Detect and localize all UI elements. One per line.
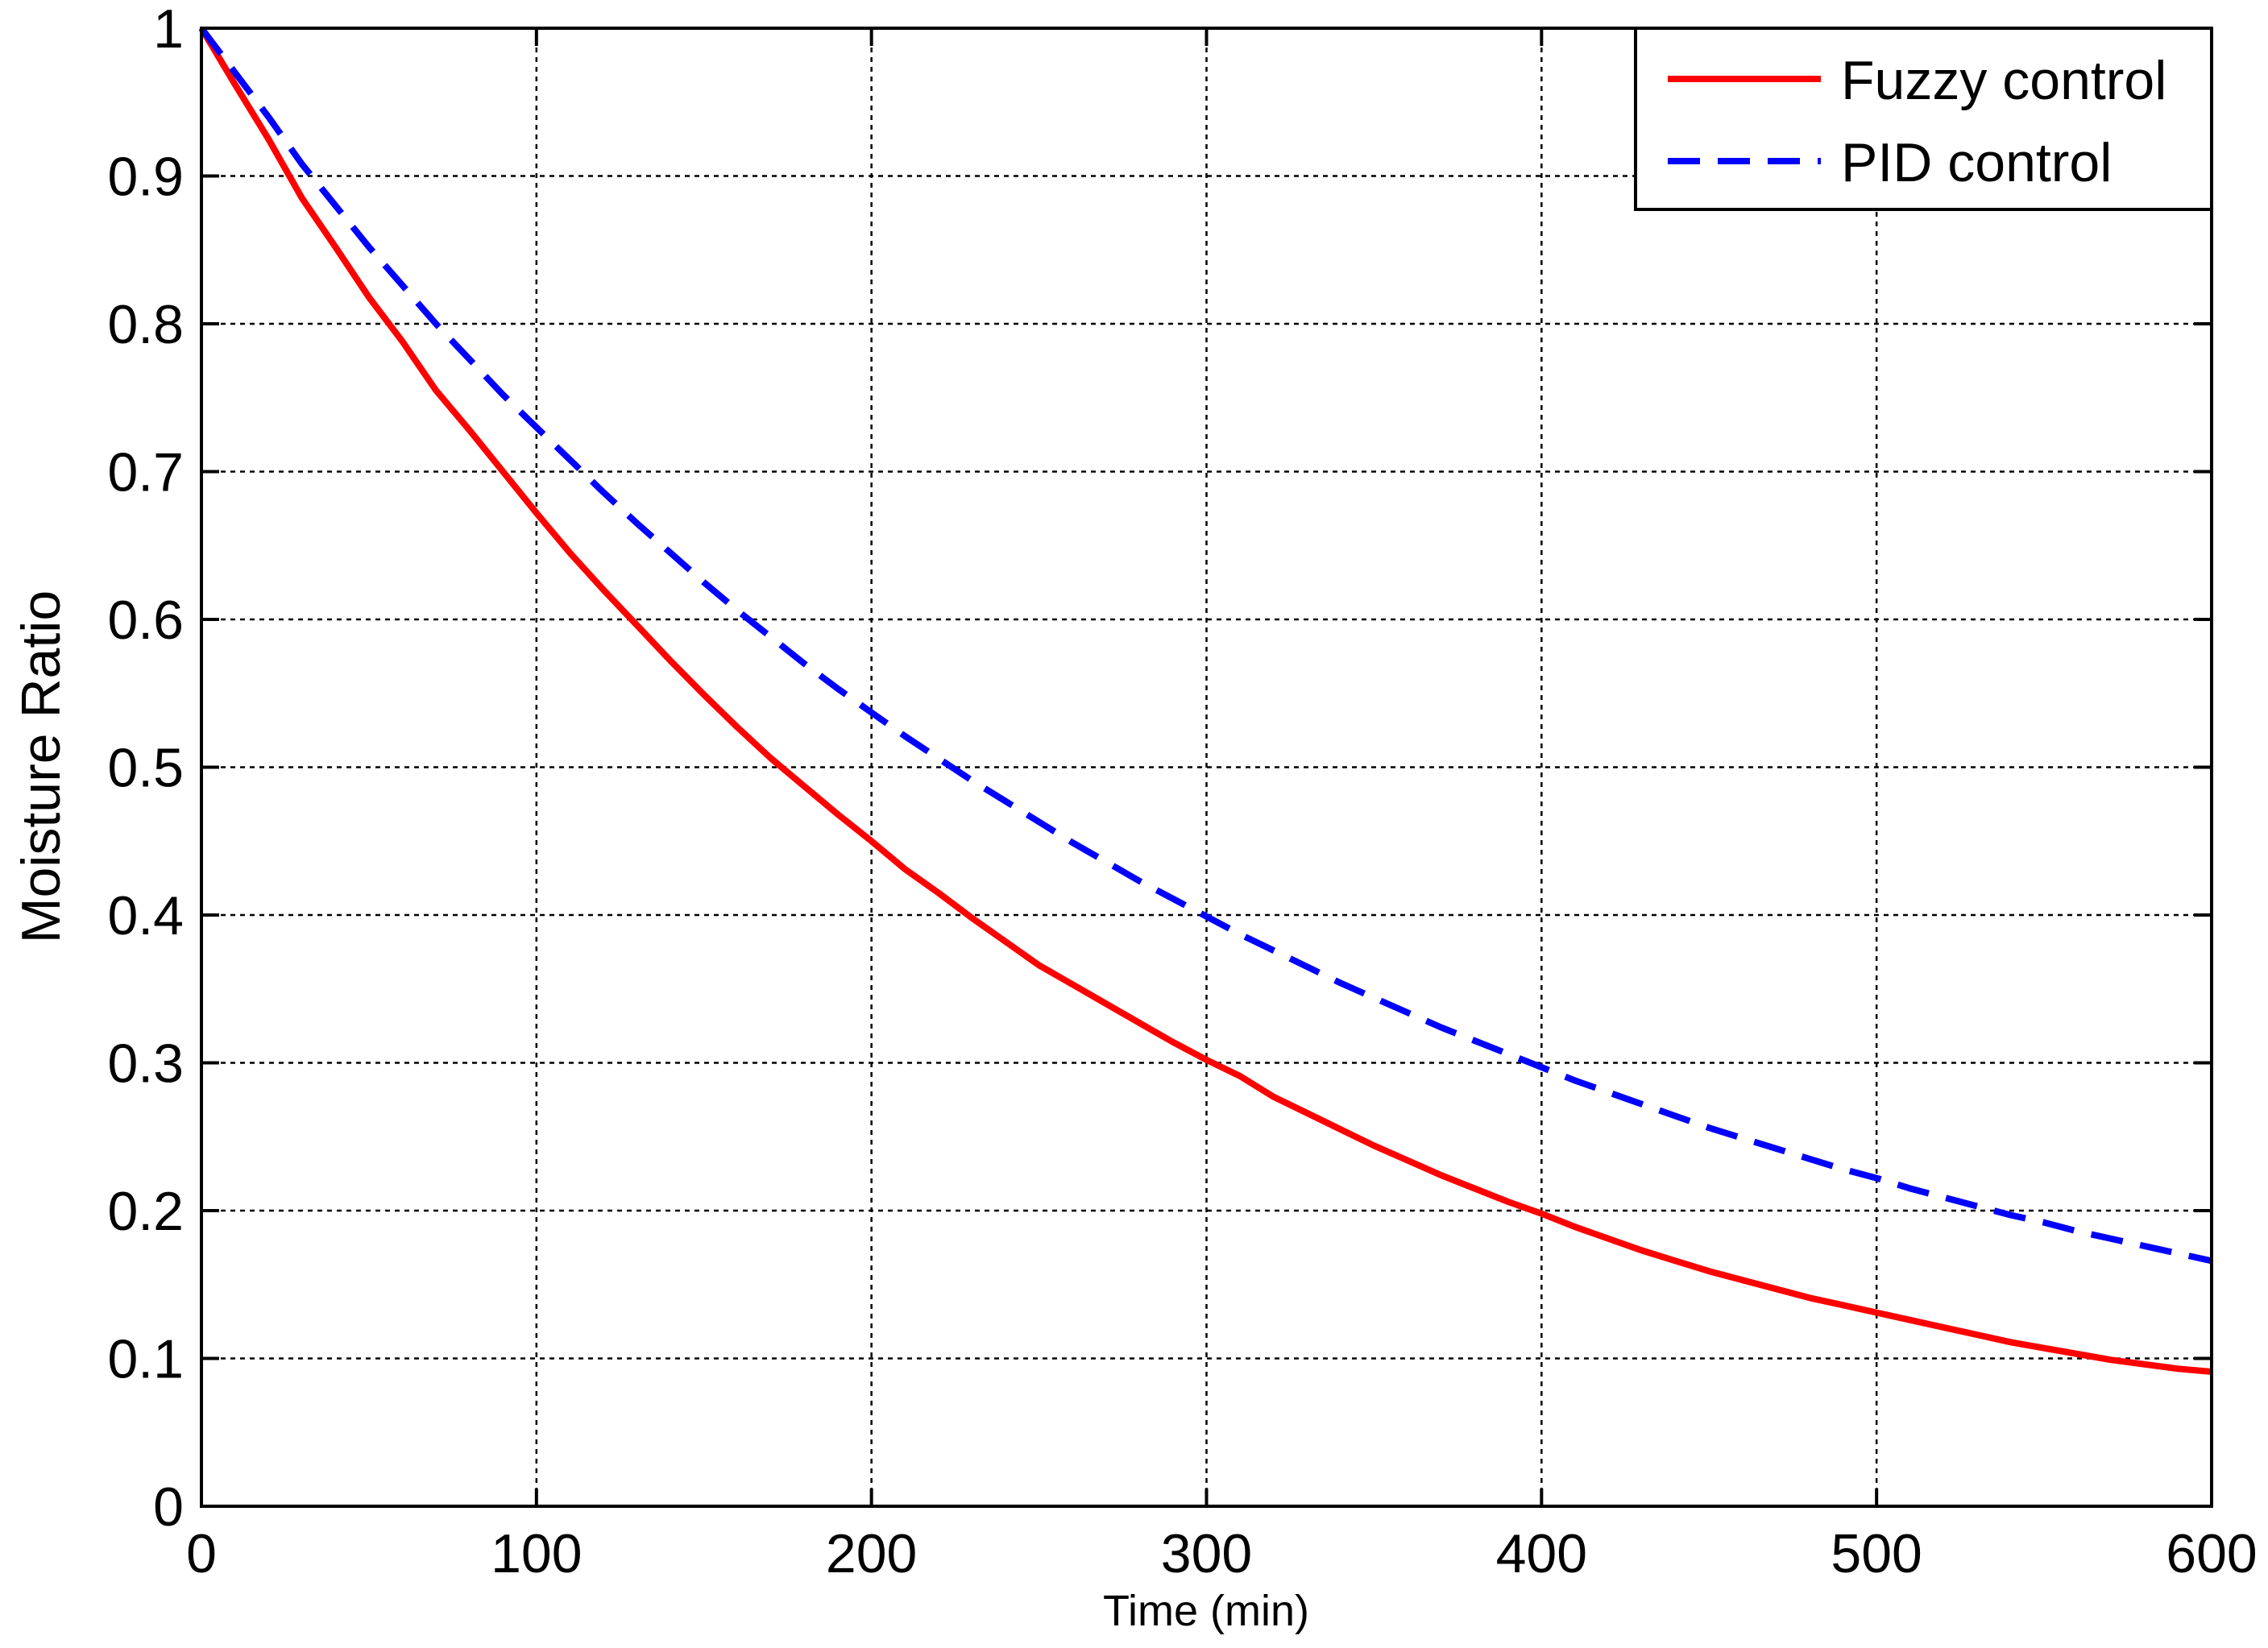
y-tick-label: 0.4 — [107, 885, 184, 946]
x-tick-label: 0 — [186, 1523, 217, 1584]
y-axis-tick-labels: 0 0.1 0.2 0.3 0.4 0.5 0.6 0.7 0.8 0.9 1 — [107, 0, 184, 1538]
series-line-fuzzy-control — [198, 26, 2212, 1375]
x-tick-label: 300 — [1161, 1523, 1252, 1584]
y-tick-label: 0.8 — [107, 294, 184, 355]
y-tick-label: 1 — [153, 0, 184, 60]
y-tick-label: 0.5 — [107, 738, 184, 799]
x-axis-label: Time (min) — [1103, 1587, 1309, 1635]
x-tick-label: 200 — [826, 1523, 917, 1584]
y-tick-label: 0.9 — [107, 147, 184, 208]
y-tick-label: 0 — [153, 1476, 184, 1538]
x-tick-label: 600 — [2166, 1523, 2257, 1584]
x-tick-label: 400 — [1496, 1523, 1587, 1584]
legend: Fuzzy control PID control — [1634, 27, 2213, 211]
legend-box — [1634, 27, 2213, 211]
x-tick-label: 500 — [1831, 1523, 1922, 1584]
axis-ticks — [200, 27, 2213, 1508]
y-tick-label: 0.6 — [107, 590, 184, 651]
y-tick-label: 0.3 — [107, 1033, 184, 1095]
legend-label-pid-control: PID control — [1841, 132, 2112, 193]
y-tick-label: 0.2 — [107, 1181, 184, 1242]
series-line-pid-control — [198, 26, 2212, 1265]
y-tick-label: 0.1 — [107, 1329, 184, 1390]
x-axis-tick-labels: 0 100 200 300 400 500 600 — [186, 1523, 2258, 1584]
y-axis-label: Moisture Ratio — [10, 590, 72, 943]
data-series — [198, 26, 2212, 1375]
x-tick-label: 100 — [491, 1523, 582, 1584]
y-tick-label: 0.7 — [107, 442, 184, 503]
legend-label-fuzzy-control: Fuzzy control — [1841, 50, 2166, 111]
